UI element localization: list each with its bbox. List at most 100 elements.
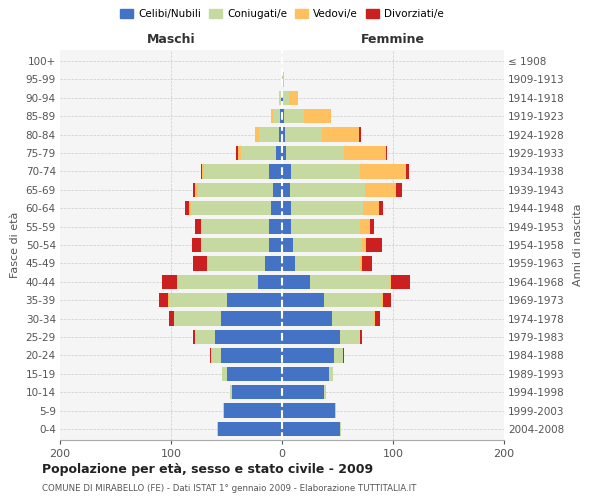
Bar <box>227 366 282 381</box>
Bar <box>196 330 215 344</box>
Bar <box>269 238 282 252</box>
Bar <box>222 366 227 381</box>
Bar <box>215 330 282 344</box>
Bar <box>340 422 341 436</box>
Bar <box>360 220 370 234</box>
Bar <box>208 256 265 270</box>
Bar <box>206 256 208 270</box>
Text: Femmine: Femmine <box>361 34 425 46</box>
Bar <box>176 274 178 289</box>
Bar <box>362 256 372 270</box>
Bar <box>202 238 269 252</box>
Bar <box>217 422 218 436</box>
Text: COMUNE DI MIRABELLO (FE) - Dati ISTAT 1° gennaio 2009 - Elaborazione TUTTITALIA.: COMUNE DI MIRABELLO (FE) - Dati ISTAT 1°… <box>42 484 416 493</box>
Bar <box>367 238 382 252</box>
Bar <box>265 256 282 270</box>
Bar <box>365 182 397 197</box>
Bar <box>193 182 196 197</box>
Bar <box>334 348 343 362</box>
Bar <box>335 404 337 417</box>
Bar <box>282 293 324 308</box>
Bar <box>230 385 232 400</box>
Bar <box>359 128 361 142</box>
Bar <box>193 330 196 344</box>
Bar <box>175 312 221 326</box>
Bar <box>202 220 269 234</box>
Bar <box>382 293 383 308</box>
Bar <box>344 146 386 160</box>
Bar <box>379 201 383 216</box>
Bar <box>159 293 167 308</box>
Bar <box>201 164 202 178</box>
Bar <box>360 256 362 270</box>
Bar <box>210 348 211 362</box>
Bar <box>322 128 359 142</box>
Bar <box>406 164 409 178</box>
Bar <box>282 109 284 124</box>
Bar <box>218 422 282 436</box>
Bar <box>169 312 175 326</box>
Bar <box>224 404 282 417</box>
Bar <box>192 238 201 252</box>
Bar <box>282 164 291 178</box>
Bar <box>169 293 227 308</box>
Text: Popolazione per età, sesso e stato civile - 2009: Popolazione per età, sesso e stato civil… <box>42 462 373 475</box>
Bar <box>185 201 189 216</box>
Bar <box>324 385 326 400</box>
Bar <box>201 220 202 234</box>
Bar <box>282 422 340 436</box>
Bar <box>278 90 281 105</box>
Bar <box>167 293 169 308</box>
Bar <box>282 238 293 252</box>
Bar <box>286 146 344 160</box>
Bar <box>256 128 259 142</box>
Bar <box>283 90 289 105</box>
Legend: Celibi/Nubili, Coniugati/e, Vedovi/e, Divorziati/e: Celibi/Nubili, Coniugati/e, Vedovi/e, Di… <box>116 4 448 23</box>
Bar <box>282 404 335 417</box>
Bar <box>271 201 282 216</box>
Bar <box>281 90 282 105</box>
Bar <box>212 348 221 362</box>
Bar <box>343 348 344 362</box>
Bar <box>211 348 212 362</box>
Bar <box>196 220 201 234</box>
Bar <box>290 182 365 197</box>
Bar <box>282 146 286 160</box>
Bar <box>189 201 191 216</box>
Bar <box>278 128 282 142</box>
Bar <box>227 293 282 308</box>
Bar <box>282 385 324 400</box>
Bar <box>386 146 388 160</box>
Bar <box>370 220 374 234</box>
Bar <box>236 146 238 160</box>
Bar <box>191 201 271 216</box>
Bar <box>273 182 282 197</box>
Bar <box>284 109 304 124</box>
Bar <box>310 274 389 289</box>
Bar <box>375 312 380 326</box>
Bar <box>221 312 282 326</box>
Bar <box>340 330 360 344</box>
Bar <box>271 109 273 124</box>
Bar <box>289 90 298 105</box>
Bar <box>162 274 176 289</box>
Bar <box>178 274 257 289</box>
Bar <box>193 256 206 270</box>
Bar <box>282 330 340 344</box>
Bar <box>374 312 375 326</box>
Bar <box>282 256 295 270</box>
Bar <box>273 109 280 124</box>
Bar <box>259 128 278 142</box>
Y-axis label: Anni di nascita: Anni di nascita <box>573 204 583 286</box>
Bar <box>286 128 322 142</box>
Bar <box>293 238 362 252</box>
Bar <box>304 109 331 124</box>
Bar <box>202 164 204 178</box>
Bar <box>291 220 360 234</box>
Bar <box>282 220 291 234</box>
Bar <box>197 182 273 197</box>
Bar <box>232 385 282 400</box>
Bar <box>223 404 224 417</box>
Bar <box>221 348 282 362</box>
Bar <box>283 72 284 86</box>
